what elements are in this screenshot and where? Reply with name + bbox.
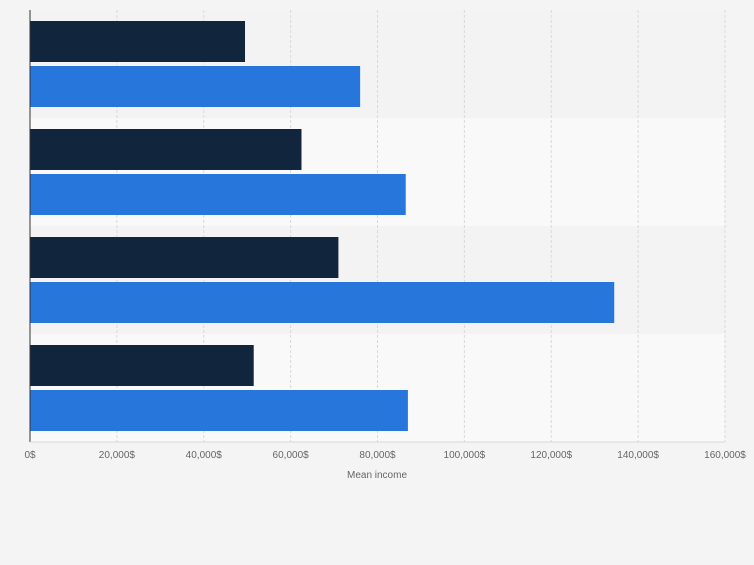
x-tick-label: 60,000$: [273, 450, 310, 461]
bar[interactable]: [30, 390, 408, 431]
bar[interactable]: [30, 282, 615, 323]
bar[interactable]: [30, 66, 361, 107]
axes: [29, 10, 725, 443]
x-tick-labels: 0$ 20,000$ 40,000$ 60,000$ 80,000$ 100,000$ 12…: [24, 450, 746, 461]
x-tick-label: 100,000$: [444, 450, 486, 461]
x-tick-label: 120,000$: [530, 450, 572, 461]
x-tick-label: 40,000$: [186, 450, 223, 461]
bar[interactable]: [30, 237, 339, 278]
bar[interactable]: [30, 174, 406, 215]
x-axis-label: Mean income: [347, 470, 407, 481]
bar[interactable]: [30, 129, 302, 170]
x-tick-label: 0$: [24, 450, 36, 461]
bar[interactable]: [30, 21, 246, 62]
x-tick-label: 20,000$: [99, 450, 136, 461]
x-tick-label: 160,000$: [704, 450, 746, 461]
bars: [30, 21, 615, 431]
x-tick-label: 80,000$: [359, 450, 396, 461]
bar[interactable]: [30, 345, 254, 386]
x-tick-label: 140,000$: [617, 450, 659, 461]
